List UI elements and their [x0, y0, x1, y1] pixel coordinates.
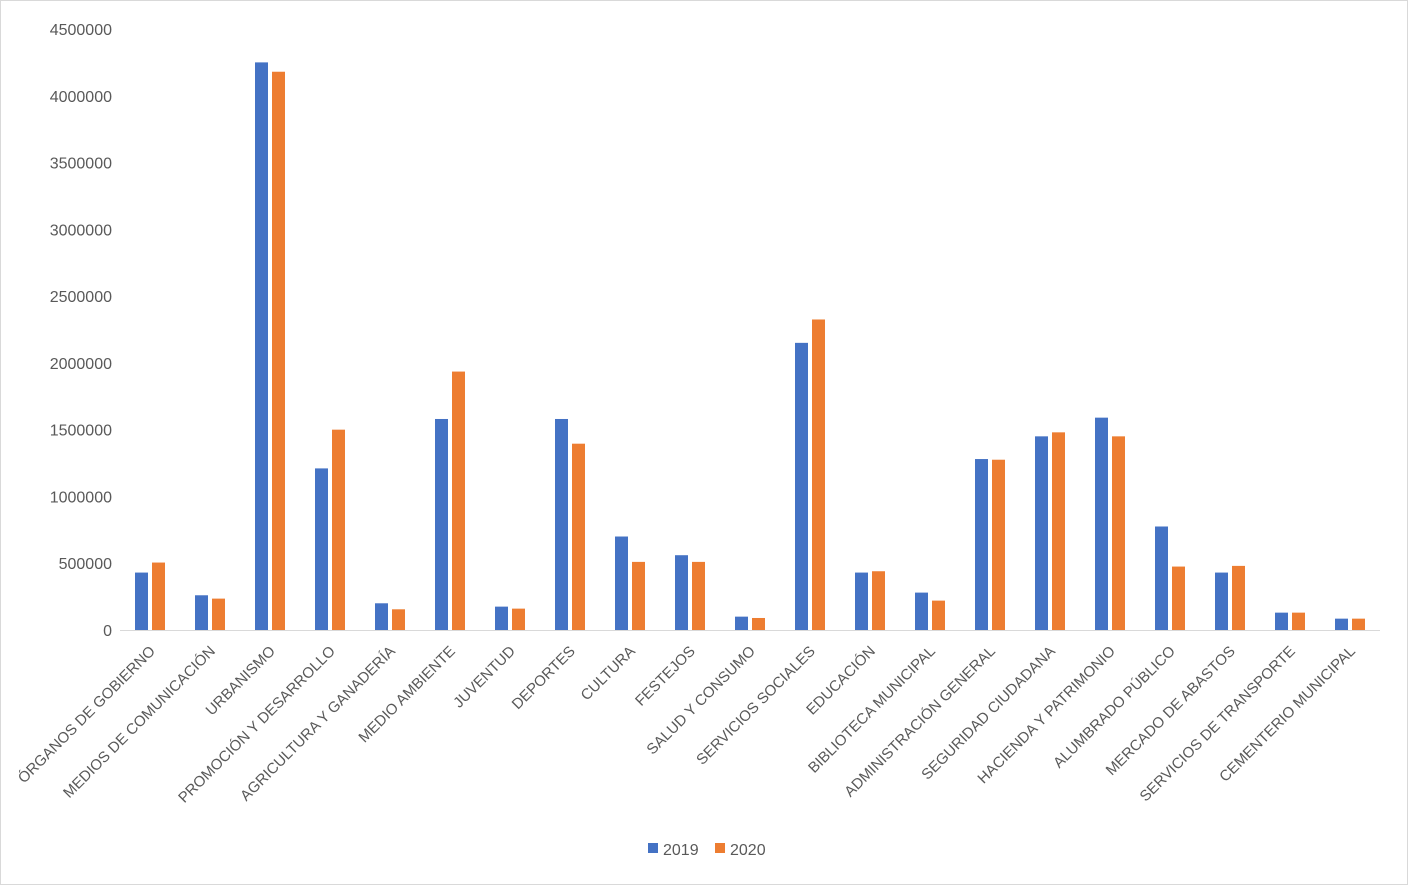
bar-2019-15 [1035, 436, 1048, 630]
bar-2020-6 [512, 608, 525, 630]
bar-2019-14 [975, 459, 988, 630]
bar-2019-18 [1215, 572, 1228, 630]
bar-2020-3 [332, 429, 345, 630]
x-tick-label: SALUD Y CONSUMO [643, 643, 758, 758]
bar-2019-3 [315, 468, 328, 630]
bar-2020-17 [1172, 566, 1185, 630]
bar-2019-0 [135, 572, 148, 630]
y-tick-label: 500000 [59, 556, 112, 573]
bar-2020-4 [392, 609, 405, 630]
bar-2020-9 [692, 561, 705, 630]
bar-2020-15 [1052, 432, 1065, 630]
bar-2019-10 [735, 616, 748, 630]
y-tick-label: 2000000 [50, 356, 112, 373]
y-tick-label: 1000000 [50, 489, 112, 506]
bar-2019-8 [615, 536, 628, 630]
x-tick-label: DEPORTES [509, 643, 579, 713]
y-tick-label: 3500000 [50, 156, 112, 173]
plot-bars [135, 62, 1365, 630]
bar-2020-18 [1232, 565, 1245, 630]
bar-2020-11 [812, 319, 825, 630]
bar-2019-4 [375, 603, 388, 630]
bar-2020-12 [872, 571, 885, 630]
bar-2019-16 [1095, 417, 1108, 630]
bar-2020-2 [272, 71, 285, 630]
bar-2020-19 [1292, 612, 1305, 630]
bar-2019-7 [555, 418, 568, 630]
x-tick-label: CULTURA [577, 643, 638, 704]
y-tick-label: 2500000 [50, 289, 112, 306]
x-tick-label: ALUMBRADO PÚBLICO [1050, 643, 1179, 772]
bar-2019-9 [675, 555, 688, 630]
bar-2020-8 [632, 561, 645, 630]
legend-label-2019: 2019 [663, 842, 699, 859]
y-tick-label: 1500000 [50, 423, 112, 440]
bar-2020-10 [752, 617, 765, 630]
y-tick-label: 3000000 [50, 222, 112, 239]
bar-2020-13 [932, 600, 945, 630]
bar-2020-20 [1352, 618, 1365, 630]
bar-2019-11 [795, 342, 808, 630]
legend: 2019 2020 [648, 842, 766, 859]
bar-2020-14 [992, 459, 1005, 630]
legend-label-2020: 2020 [730, 842, 766, 859]
y-tick-label: 0 [103, 623, 112, 640]
y-tick-label: 4000000 [50, 89, 112, 106]
bar-2020-5 [452, 371, 465, 630]
bar-2019-20 [1335, 618, 1348, 630]
legend-swatch-2020 [715, 843, 725, 853]
bar-2019-19 [1275, 612, 1288, 630]
legend-swatch-2019 [648, 843, 658, 853]
bar-2020-1 [212, 598, 225, 630]
bar-2020-16 [1112, 436, 1125, 630]
y-tick-label: 4500000 [50, 22, 112, 39]
bar-2019-6 [495, 606, 508, 630]
bar-2019-5 [435, 418, 448, 630]
bar-2020-0 [152, 562, 165, 630]
bar-2019-12 [855, 572, 868, 630]
bar-2019-13 [915, 592, 928, 630]
bar-2020-7 [572, 443, 585, 630]
bar-2019-2 [255, 62, 268, 630]
bar-2019-17 [1155, 526, 1168, 630]
bar-2019-1 [195, 595, 208, 630]
x-tick-label: SERVICIOS SOCIALES [693, 643, 819, 769]
y-axis-tick-labels: 0 500000 1000000 1500000 2000000 2500000 30000… [50, 22, 112, 640]
